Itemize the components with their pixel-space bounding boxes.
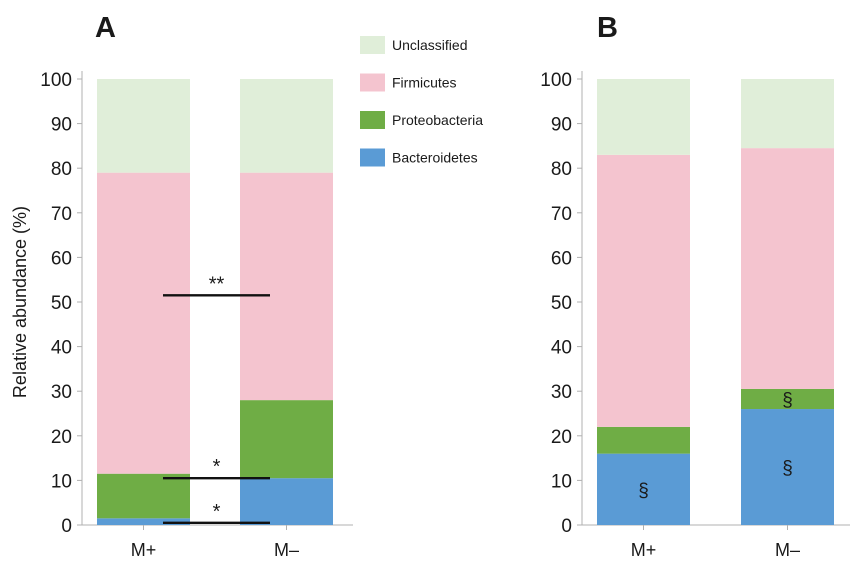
significance-label: * [213,456,221,478]
y-tick-label: 70 [51,204,72,225]
bar-segment-proteobacteria [97,473,190,519]
y-tick-label: 20 [51,427,72,448]
significance-label: ** [209,273,225,295]
bar-segment-proteobacteria [597,426,690,454]
y-tick-label: 100 [40,70,72,91]
bar-segment-unclassified [741,79,834,149]
panel-b: B 0 10 20 30 40 50 60 70 80 90 100 M+ M– § § § [540,12,850,560]
y-tick-label: 10 [551,471,572,492]
legend-swatch-firmicutes [360,73,385,92]
legend-label: Proteobacteria [392,112,483,128]
y-tick-label: 0 [561,516,572,537]
y-axis-title: Relative abundance (%) [10,206,30,398]
bar-segment-firmicutes [240,172,333,401]
bar-segment-unclassified [97,79,190,173]
y-tick-label: 50 [551,293,572,314]
annotation-label: § [638,480,649,501]
significance-label: * [213,501,221,523]
x-tick-label: M+ [631,540,657,560]
y-tick-label: 10 [51,471,72,492]
bar-segment-firmicutes [741,148,834,389]
y-tick-label: 40 [51,338,72,359]
y-tick-label: 40 [551,338,572,359]
y-tick-label: 20 [551,427,572,448]
x-tick-label: M– [274,540,299,560]
y-tick-label: 90 [51,115,72,136]
legend: Unclassified Firmicutes Proteobacteria Bact… [360,36,483,167]
y-tick-label: 30 [51,382,72,403]
y-tick-label: 30 [551,382,572,403]
legend-label: Bacteroidetes [392,150,478,166]
legend-swatch-bacteroidetes [360,148,385,167]
y-tick-label: 50 [51,293,72,314]
bar-segment-firmicutes [97,172,190,474]
legend-swatch-proteobacteria [360,111,385,129]
y-tick-label: 0 [61,516,72,537]
legend-label: Unclassified [392,37,467,53]
y-tick-label: 80 [51,159,72,180]
bar-segment-unclassified [240,79,333,173]
y-tick-label: 60 [51,248,72,269]
y-tick-label: 100 [540,70,572,91]
panel-a: A 0 10 20 30 40 50 60 70 80 90 100 Relative abundanc… [10,12,353,560]
bar-segment-firmicutes [597,154,690,427]
bar-segment-bacteroidetes [97,518,190,525]
bar-segment-bacteroidetes [741,409,834,525]
x-tick-label: M– [775,540,800,560]
legend-label: Firmicutes [392,75,457,91]
legend-swatch-unclassified [360,36,385,54]
x-tick-label: M+ [131,540,157,560]
y-tick-label: 80 [551,159,572,180]
annotation-label: § [782,458,793,479]
annotation-label: § [782,390,793,411]
bar-segment-bacteroidetes [597,453,690,525]
panel-letter: A [95,12,116,44]
bar-segment-proteobacteria [240,400,333,479]
y-tick-label: 60 [551,248,572,269]
bar-segment-bacteroidetes [240,478,333,525]
bar-segment-unclassified [597,79,690,155]
bar-segment-proteobacteria [741,388,834,410]
y-tick-label: 90 [551,115,572,136]
panel-letter: B [597,12,618,44]
y-tick-label: 70 [551,204,572,225]
